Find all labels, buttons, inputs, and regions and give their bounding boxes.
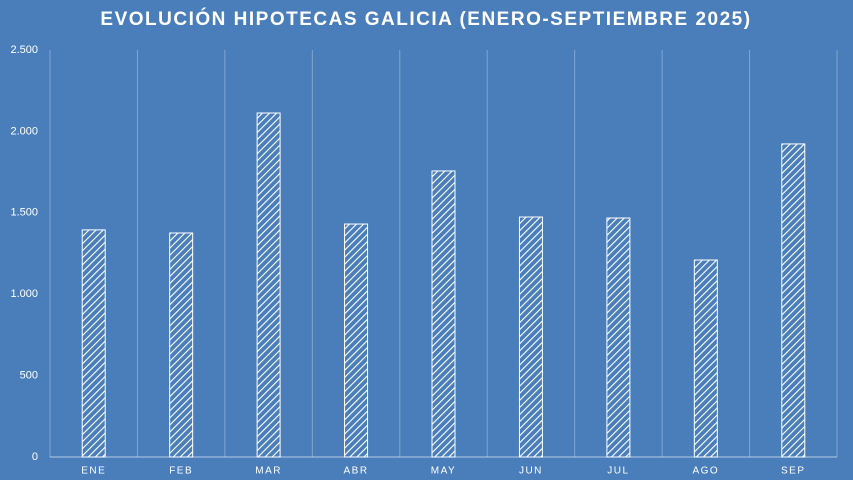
x-tick-label: JUN [519,466,543,477]
bar [781,143,806,458]
bar [169,232,194,458]
x-tick-label: ABR [344,466,369,477]
chart-title: EVOLUCIÓN HIPOTECAS GALICIA (ENERO-SEPTI… [100,8,751,30]
y-tick-label: 1.000 [10,288,38,300]
bar [344,223,369,458]
bar [81,229,106,458]
bar [431,170,456,458]
y-tick-label: 500 [20,370,38,382]
y-tick-label: 2.500 [10,44,38,56]
x-tick-label: MAR [255,466,282,477]
bar [606,217,631,458]
y-tick-label: 1.500 [10,207,38,219]
x-tick-label: AGO [692,466,719,477]
bar [693,259,718,458]
x-tick-label: FEB [169,466,193,477]
y-tick-label: 0 [32,451,38,463]
bar [256,112,281,458]
y-tick-label: 2.000 [10,125,38,137]
x-tick-label: SEP [781,466,806,477]
x-tick-label: ENE [81,466,106,477]
x-tick-label: JUL [607,466,629,477]
bar [518,216,543,458]
x-tick-label: MAY [431,466,456,477]
